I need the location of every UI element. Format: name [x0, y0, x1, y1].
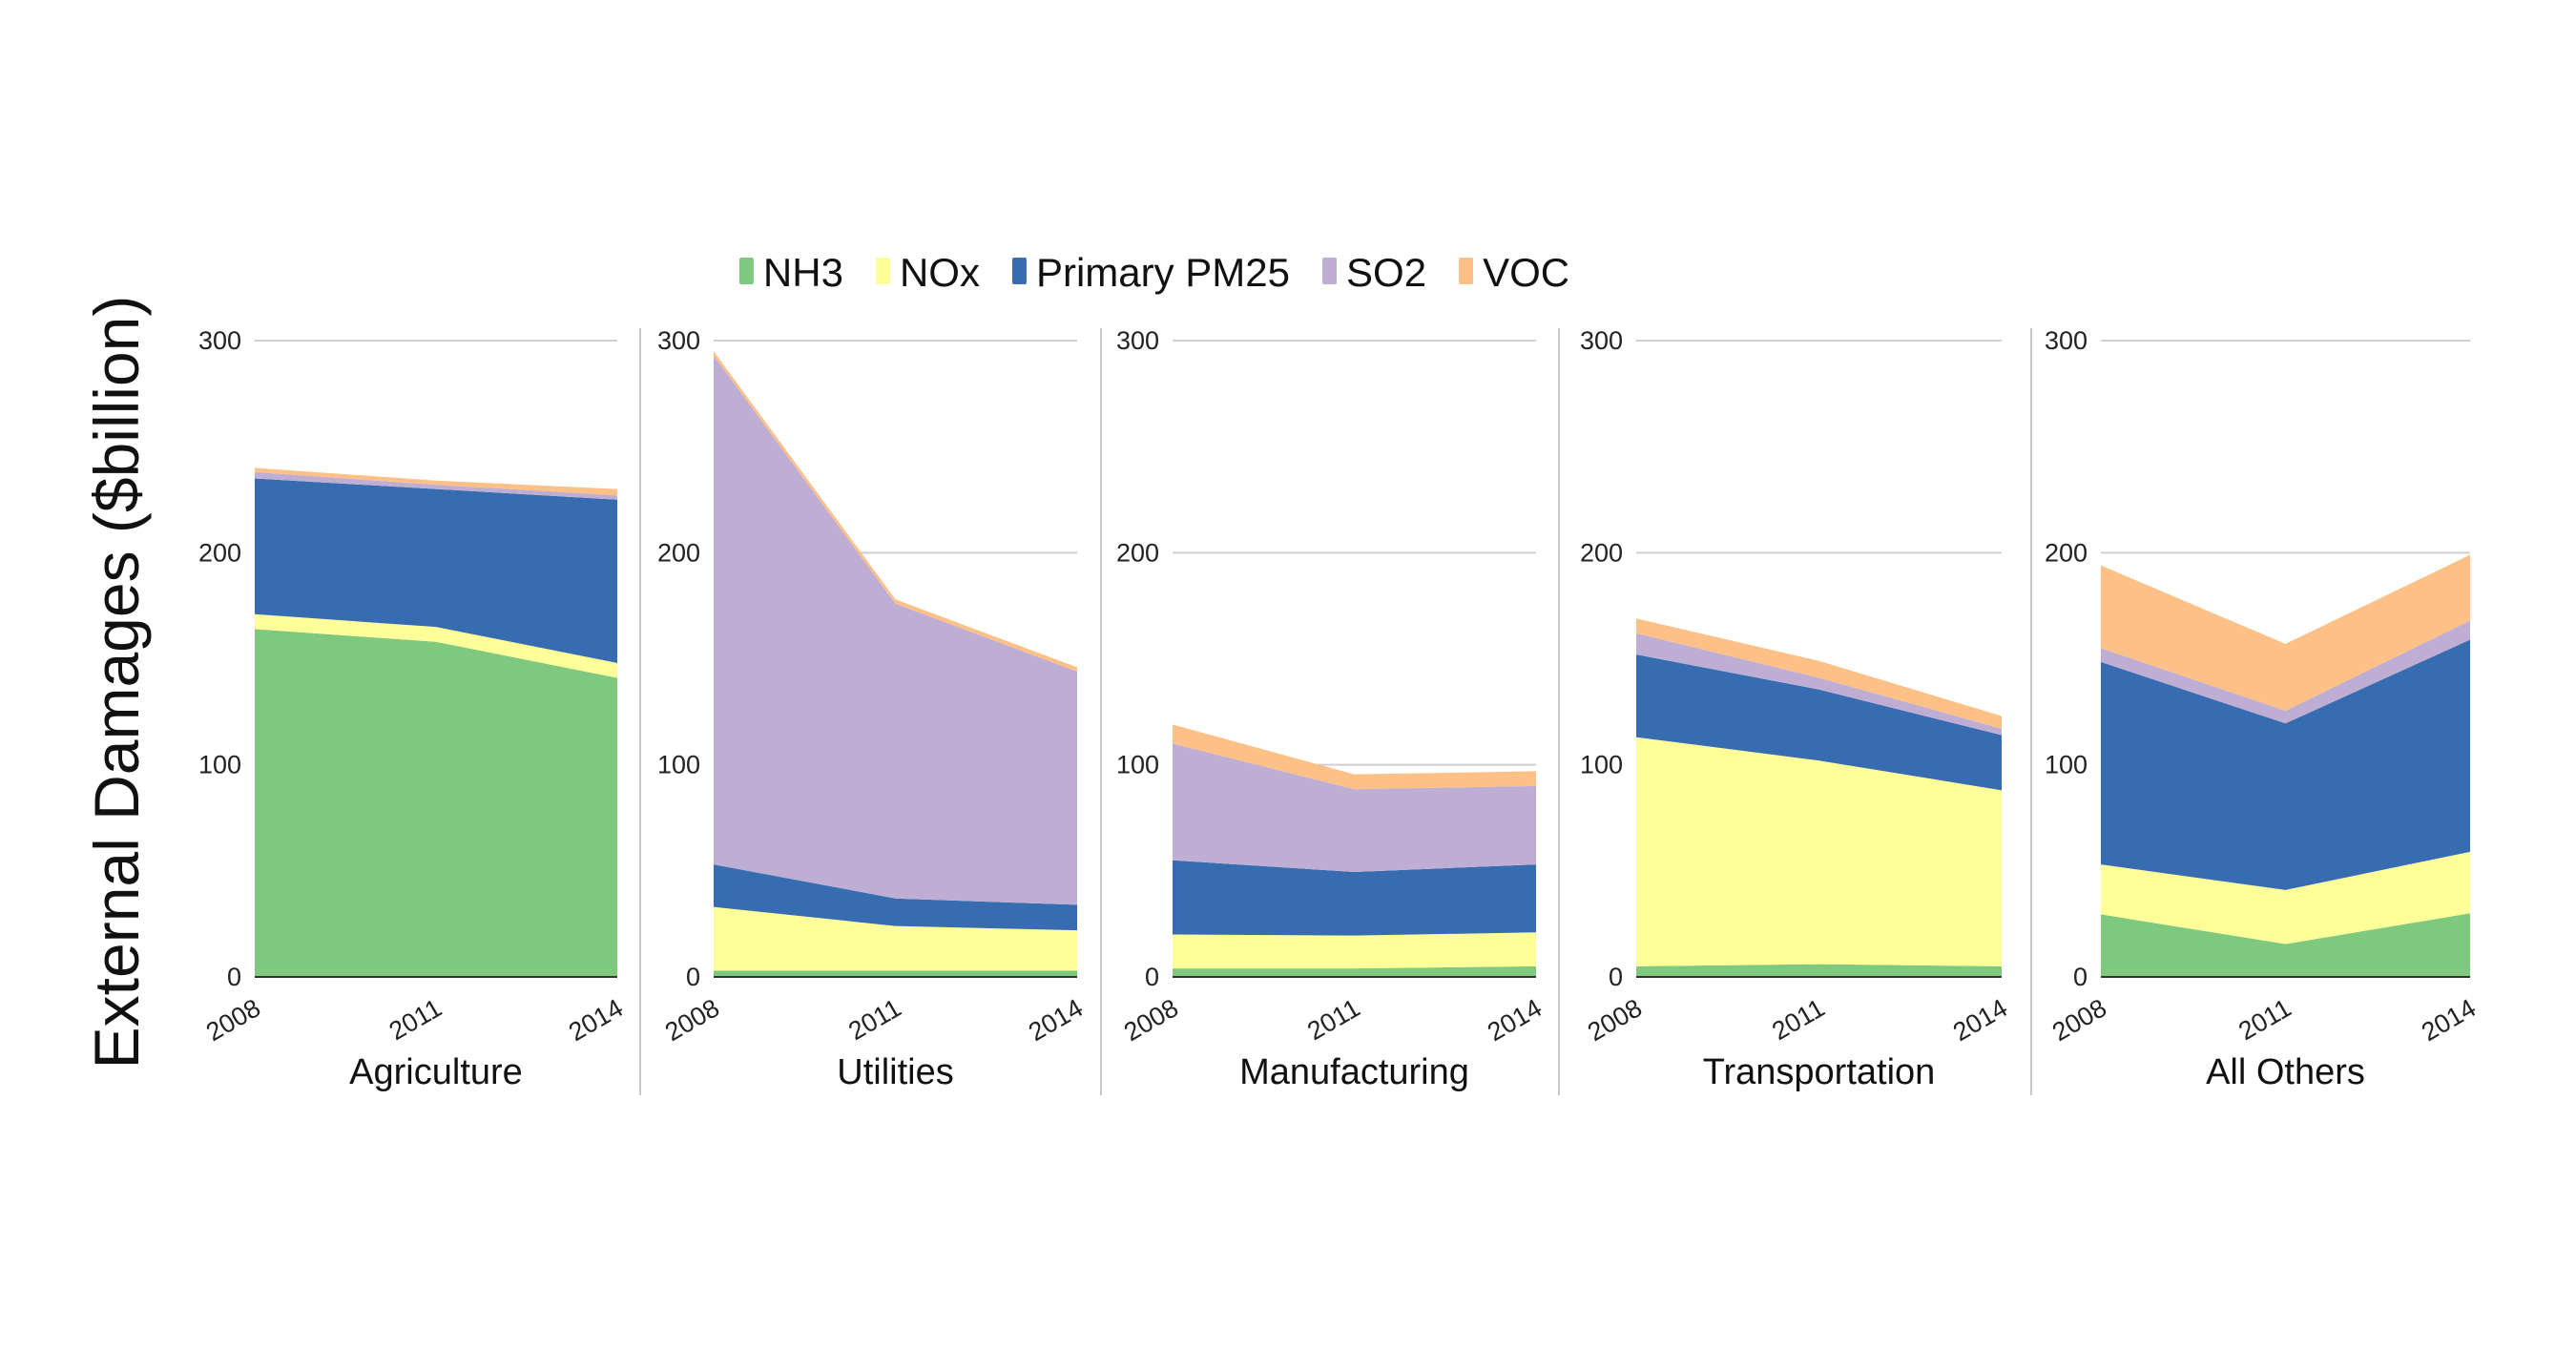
x-tick-label: 2011 — [1302, 993, 1364, 1046]
panel-all-others: 0 100 200 300 2008 2011 2014 All Others — [2045, 326, 2481, 1092]
y-tick-label: 0 — [686, 963, 700, 991]
y-tick-label: 0 — [2073, 963, 2088, 991]
x-tick-label: 2014 — [1483, 993, 1547, 1047]
y-tick-label: 300 — [1580, 326, 1623, 355]
area-primary-pm25 — [714, 864, 1077, 931]
panel-title: Agriculture — [349, 1052, 523, 1092]
x-tick-label: 2008 — [1119, 993, 1183, 1047]
y-tick-label: 100 — [657, 751, 700, 779]
panel-title: Utilities — [837, 1052, 953, 1092]
area-nox — [2101, 851, 2470, 944]
legend-item: NOx — [875, 250, 980, 295]
y-tick-label: 300 — [2045, 326, 2088, 355]
area-nh3 — [1173, 965, 1536, 977]
x-tick-label: 2014 — [564, 993, 628, 1047]
panel-title: Transportation — [1703, 1052, 1936, 1092]
panel-title: All Others — [2206, 1052, 2365, 1092]
legend-label: NH3 — [763, 250, 843, 295]
y-tick-label: 300 — [657, 326, 700, 355]
legend: NH3 NOx Primary PM25 SO2 VOC — [738, 250, 1569, 295]
panel-agriculture: 0 100 200 300 2008 2011 2014 Agriculture — [198, 326, 628, 1092]
legend-item: SO2 — [1322, 250, 1426, 295]
area-voc — [1636, 618, 2002, 729]
panel-title: Manufacturing — [1239, 1052, 1469, 1092]
legend-swatch — [1011, 258, 1027, 284]
x-tick-label: 2014 — [1948, 993, 2012, 1047]
area-so2 — [2101, 620, 2470, 724]
y-tick-label: 0 — [1145, 963, 1159, 991]
area-voc — [255, 467, 617, 496]
y-tick-label: 200 — [1580, 538, 1623, 567]
y-axis-label: External Damages ($billion) — [81, 296, 152, 1069]
y-tick-label: 0 — [1609, 963, 1623, 991]
legend-swatch — [875, 258, 890, 284]
area-so2 — [255, 471, 617, 500]
y-tick-label: 200 — [1116, 538, 1159, 567]
y-tick-label: 300 — [1116, 326, 1159, 355]
legend-swatch — [1459, 258, 1474, 284]
panel-utilities: 0 100 200 300 2008 2011 2014 Utilities — [657, 326, 1088, 1092]
x-tick-label: 2008 — [2047, 993, 2111, 1047]
y-tick-label: 100 — [2045, 751, 2088, 779]
legend-label: Primary PM25 — [1036, 250, 1290, 295]
legend-swatch — [1322, 258, 1338, 284]
legend-item: Primary PM25 — [1011, 250, 1290, 295]
x-tick-label: 2011 — [384, 993, 447, 1046]
area-nh3 — [2101, 913, 2470, 977]
area-so2 — [1636, 633, 2002, 736]
y-tick-label: 200 — [198, 538, 241, 567]
x-tick-label: 2011 — [1767, 993, 1829, 1046]
area-nh3 — [255, 629, 617, 977]
y-tick-label: 0 — [227, 963, 241, 991]
x-tick-label: 2008 — [660, 993, 724, 1047]
x-tick-label: 2011 — [843, 993, 905, 1046]
area-primary-pm25 — [255, 478, 617, 663]
area-voc — [2101, 554, 2470, 711]
panels: 0 100 200 300 2008 2011 2014 Agriculture 0 100 200… — [198, 326, 2481, 1095]
area-nox — [1173, 932, 1536, 969]
y-tick-label: 300 — [198, 326, 241, 355]
area-nh3 — [714, 970, 1077, 977]
y-tick-label: 100 — [1116, 751, 1159, 779]
y-tick-label: 200 — [657, 538, 700, 567]
area-primary-pm25 — [1636, 654, 2002, 791]
area-nox — [255, 613, 617, 678]
area-voc — [1173, 724, 1536, 790]
x-tick-label: 2008 — [1583, 993, 1647, 1047]
area-nox — [1636, 737, 2002, 966]
area-nox — [714, 906, 1077, 971]
y-tick-label: 100 — [1580, 751, 1623, 779]
legend-label: VOC — [1483, 250, 1569, 295]
x-tick-label: 2014 — [2417, 993, 2481, 1047]
area-so2 — [714, 355, 1077, 905]
area-primary-pm25 — [1173, 860, 1536, 936]
legend-item: VOC — [1459, 250, 1569, 295]
area-nh3 — [1636, 964, 2002, 977]
x-tick-label: 2011 — [2233, 993, 2296, 1046]
y-tick-label: 100 — [198, 751, 241, 779]
x-tick-label: 2014 — [1024, 993, 1088, 1047]
x-tick-label: 2008 — [201, 993, 265, 1047]
legend-label: SO2 — [1346, 250, 1426, 295]
panel-transportation: 0 100 200 300 2008 2011 2014 Transportation — [1580, 326, 2012, 1092]
area-so2 — [1173, 743, 1536, 872]
y-tick-label: 200 — [2045, 538, 2088, 567]
area-primary-pm25 — [2101, 639, 2470, 890]
legend-swatch — [738, 258, 754, 284]
panel-manufacturing: 0 100 200 300 2008 2011 2014 Manufacturing — [1116, 326, 1547, 1092]
legend-label: NOx — [900, 250, 980, 295]
legend-item: NH3 — [738, 250, 843, 295]
